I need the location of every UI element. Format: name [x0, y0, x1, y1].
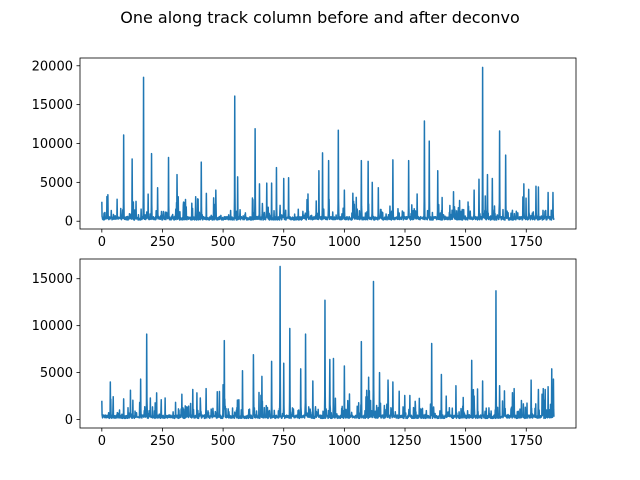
x-tick-label: 250 [150, 434, 175, 449]
y-tick-label: 20000 [32, 59, 73, 74]
x-tick-label: 1250 [388, 434, 421, 449]
y-tick-label: 0 [65, 215, 73, 230]
x-tick-label: 1250 [388, 235, 421, 250]
x-tick-label: 250 [150, 235, 175, 250]
figure-title: One along track column before and after … [120, 8, 520, 27]
x-tick-label: 1000 [328, 434, 361, 449]
x-tick-label: 0 [98, 434, 106, 449]
x-tick-label: 1000 [328, 235, 361, 250]
axes-frame [79, 258, 577, 429]
x-tick-label: 1500 [449, 235, 482, 250]
y-tick-label: 15000 [32, 98, 73, 113]
series-line [101, 66, 555, 221]
y-tick-label: 5000 [40, 176, 73, 191]
y-tick-label: 10000 [32, 137, 73, 152]
x-tick-label: 500 [211, 235, 236, 250]
y-tick-label: 5000 [40, 366, 73, 381]
series-line [101, 265, 555, 420]
x-tick-label: 1750 [510, 434, 543, 449]
y-tick-label: 10000 [32, 319, 73, 334]
axes-bottom: 0 250 500 750 1000 1250 1500 1750 0 5000 10000 1500… [32, 258, 577, 449]
x-tick-label: 1750 [510, 235, 543, 250]
x-tick-label: 750 [271, 235, 296, 250]
x-tick-label: 0 [98, 235, 106, 250]
x-tick-label: 1500 [449, 434, 482, 449]
axes-top: 0 250 500 750 1000 1250 1500 1750 0 5000 10000 1500… [32, 57, 577, 250]
y-tick-label: 0 [65, 413, 73, 428]
y-tick-label: 15000 [32, 272, 73, 287]
x-tick-label: 500 [211, 434, 236, 449]
x-tick-label: 750 [271, 434, 296, 449]
